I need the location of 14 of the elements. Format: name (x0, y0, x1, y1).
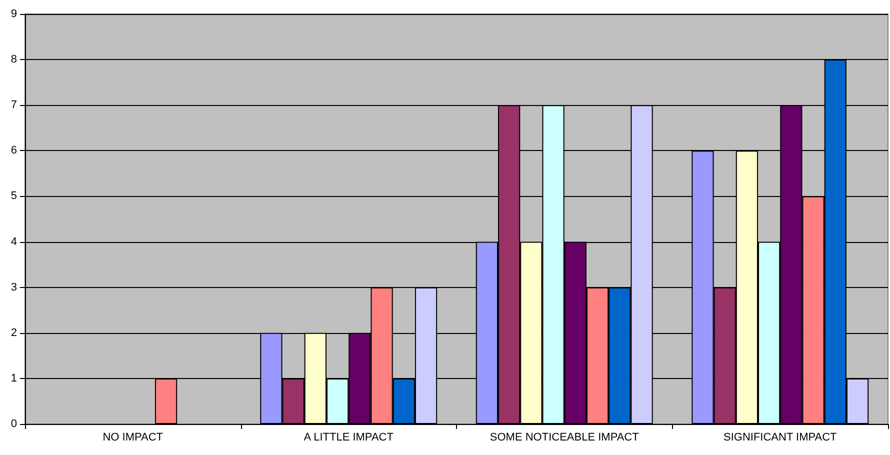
y-tick-label: 1 (10, 372, 17, 384)
y-tick-label: 8 (10, 54, 17, 66)
x-tick-label: SIGNIFICANT IMPACT (723, 432, 838, 444)
y-tick-label: 0 (10, 418, 17, 430)
x-tick-label: A LITTLE IMPACT (304, 432, 394, 444)
x-tick-label: SOME NOTICEABLE IMPACT (490, 432, 640, 444)
y-tick-label: 6 (10, 144, 17, 157)
y-tick-label: 4 (10, 236, 17, 248)
y-tick-label: 7 (10, 99, 17, 112)
y-tick-label: 5 (10, 190, 17, 202)
x-tick-label: NO IMPACT (102, 432, 164, 444)
y-tick-label: 9 (10, 8, 17, 20)
y-tick-label: 3 (10, 281, 17, 294)
y-tick-label: 2 (10, 326, 17, 339)
